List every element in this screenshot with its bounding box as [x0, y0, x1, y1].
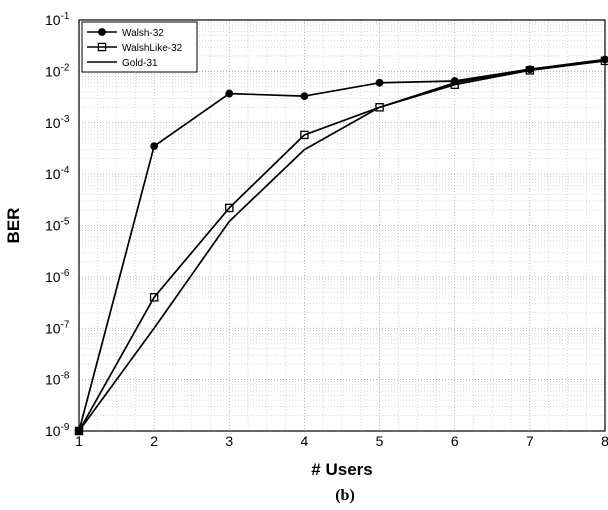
y-tick-label: 10-5: [45, 217, 70, 234]
legend: Walsh-32 WalshLike-32 Gold-31: [81, 21, 198, 73]
y-axis-label: BER: [4, 208, 23, 244]
legend-label: WalshLike-32: [122, 43, 183, 54]
y-tick-labels: 10-9 10-8 10-7 10-6 10-5 10-4 10-3 10-2 10-1: [45, 11, 70, 439]
x-tick-label: 4: [301, 433, 309, 449]
data-point-walshlike-32: [300, 130, 309, 140]
x-tick-label: 8: [601, 433, 608, 449]
x-tick-label: 1: [75, 433, 83, 449]
data-point-walshlike-32: [225, 203, 234, 213]
y-tick-label: 10-2: [45, 62, 70, 79]
y-tick-label: 10-8: [45, 371, 70, 388]
y-tick-label: 10-6: [45, 268, 70, 285]
data-point-walshlike-32: [149, 293, 159, 302]
grid-lines: [79, 20, 605, 431]
x-axis-label: # Users: [311, 460, 372, 479]
data-point-walshlike-32: [450, 80, 459, 89]
x-tick-label: 5: [376, 433, 384, 449]
data-point-walsh-32: [375, 78, 384, 87]
figure-caption: (b): [335, 487, 355, 504]
data-point-walshlike-32: [375, 103, 384, 112]
data-point-walshlike-32: [525, 66, 535, 75]
x-tick-label: 2: [150, 433, 158, 449]
x-tick-label: 3: [225, 433, 233, 449]
x-tick-label: 6: [451, 433, 459, 449]
legend-marker: [97, 42, 107, 52]
legend-label: Gold-31: [122, 58, 158, 69]
data-point-walsh-32: [225, 89, 234, 98]
series-line-walshlike-32: [78, 60, 606, 432]
data-point-walsh-32: [150, 142, 159, 151]
y-tick-label: 10-1: [45, 11, 70, 28]
y-tick-label: 10-7: [45, 319, 70, 336]
y-tick-label: 10-4: [45, 165, 70, 182]
y-tick-label: 10-3: [45, 114, 70, 131]
y-tick-label: 10-9: [45, 422, 70, 439]
legend-marker: [98, 28, 106, 36]
x-tick-label: 7: [526, 433, 534, 449]
data-point-walsh-32: [300, 92, 309, 101]
series-lines: [78, 58, 606, 432]
legend-label: Walsh-32: [122, 28, 164, 39]
x-tick-labels: 1 2 3 4 5 6 7 8: [75, 433, 608, 449]
series-line-gold-31: [78, 60, 606, 432]
plot-frame: [78, 19, 606, 432]
